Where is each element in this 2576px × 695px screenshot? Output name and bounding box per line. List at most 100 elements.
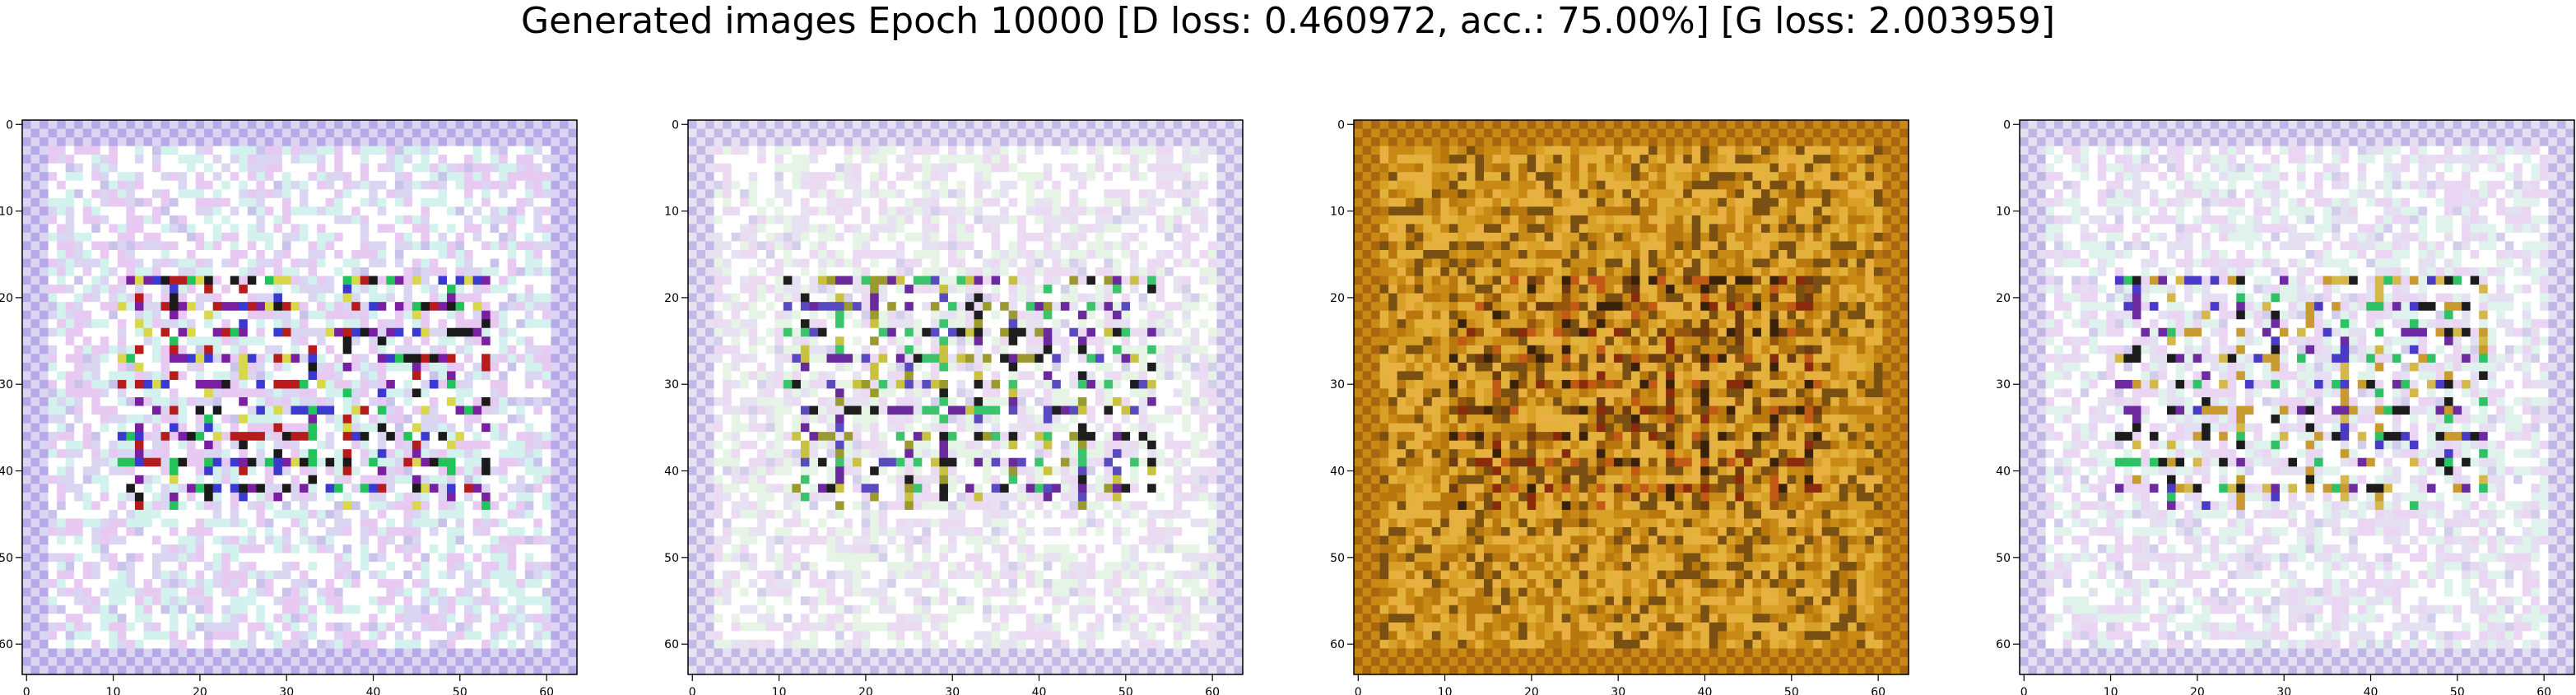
pixel-cell (447, 293, 457, 303)
pixel-cell (221, 587, 231, 597)
pixel-cell (342, 457, 352, 467)
pixel-cell (455, 587, 465, 597)
pixel-cell (74, 155, 84, 164)
pixel-cell (447, 492, 457, 502)
pixel-cell (386, 656, 396, 667)
pixel-cell (342, 319, 352, 329)
pixel-cell (481, 622, 491, 632)
y-tick-label: 40 (0, 466, 13, 479)
pixel-cell (82, 622, 92, 632)
pixel-cell (524, 302, 534, 312)
pixel-cell (878, 172, 888, 182)
pixel-cell (429, 526, 439, 537)
pixel-cell (499, 501, 509, 511)
pixel-cell (143, 605, 153, 614)
pixel-cell (126, 397, 136, 407)
pixel-cell (507, 526, 517, 537)
pixel-cell (195, 362, 205, 373)
pixel-cell (195, 276, 205, 285)
pixel-cell (412, 579, 422, 589)
pixel-cell (256, 310, 266, 320)
pixel-cell (291, 180, 300, 190)
pixel-cell (160, 354, 170, 364)
pixel-cell (412, 155, 422, 164)
pixel-cell (438, 484, 448, 493)
pixel-cell (524, 319, 534, 329)
pixel-cell (342, 362, 352, 373)
pixel-cell (65, 155, 75, 164)
pixel-cell (195, 345, 205, 354)
pixel-cell (230, 440, 239, 450)
pixel-cell (438, 172, 448, 182)
pixel-cell (325, 345, 335, 354)
pixel-cell (300, 405, 309, 415)
pixel-cell (429, 215, 439, 225)
pixel-cell (273, 163, 283, 173)
pixel-cell (895, 163, 905, 173)
pixel-cell (481, 155, 491, 164)
pixel-cell (117, 509, 127, 520)
pixel-cell (922, 180, 932, 190)
pixel-cell (533, 449, 543, 459)
pixel-cell (524, 631, 534, 641)
pixel-cell (412, 215, 422, 225)
pixel-cell (421, 354, 430, 364)
pixel-cell (291, 267, 300, 277)
pixel-cell (239, 449, 249, 459)
pixel-cell (109, 241, 119, 251)
pixel-cell (412, 189, 422, 199)
pixel-cell (212, 371, 222, 381)
pixel-cell (134, 327, 145, 337)
pixel-cell (490, 605, 500, 614)
pixel-cell (187, 354, 197, 364)
pixel-cell (204, 492, 214, 502)
pixel-cell (151, 310, 162, 320)
pixel-cell (273, 449, 283, 459)
pixel-cell (40, 293, 49, 303)
pixel-cell (247, 345, 257, 354)
pixel-cell (542, 440, 552, 450)
pixel-cell (291, 656, 300, 667)
pixel-cell (533, 276, 543, 285)
pixel-cell (170, 146, 179, 155)
pixel-cell (438, 631, 448, 641)
pixel-cell (178, 614, 188, 623)
pixel-cell (178, 224, 188, 234)
pixel-cell (369, 128, 379, 138)
pixel-cell (281, 285, 292, 294)
pixel-cell (126, 172, 136, 182)
pixel-cell (308, 137, 318, 147)
pixel-cell (360, 379, 370, 390)
pixel-cell (481, 648, 491, 658)
pixel-cell (472, 544, 482, 554)
pixel-cell (740, 172, 750, 182)
pixel-cell (30, 327, 40, 337)
pixel-cell (983, 224, 993, 234)
pixel-cell (1000, 172, 1010, 182)
pixel-cell (455, 440, 465, 450)
pixel-cell (403, 319, 413, 329)
pixel-cell (300, 501, 309, 511)
pixel-cell (143, 285, 153, 294)
pixel-cell (134, 206, 145, 216)
pixel-cell (412, 605, 422, 614)
pixel-cell (351, 172, 361, 182)
pixel-cell (30, 172, 40, 182)
pixel-cell (170, 180, 179, 190)
pixel-cell (291, 475, 300, 484)
pixel-cell (507, 665, 517, 675)
pixel-cell (438, 570, 448, 580)
pixel-cell (143, 449, 153, 459)
pixel-cell (1017, 137, 1027, 147)
pixel-cell (178, 215, 188, 225)
pixel-cell (551, 310, 560, 320)
pixel-cell (212, 605, 222, 614)
pixel-cell (143, 484, 153, 493)
pixel-cell (143, 310, 153, 320)
pixel-cell (273, 276, 283, 285)
pixel-cell (109, 137, 119, 147)
pixel-cell (170, 397, 179, 407)
pixel-cell (281, 449, 292, 459)
pixel-cell (542, 423, 552, 433)
pixel-cell (109, 267, 119, 277)
